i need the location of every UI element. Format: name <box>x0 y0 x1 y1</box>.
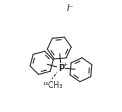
Text: ¹³CH₃: ¹³CH₃ <box>43 81 63 90</box>
Text: +: + <box>62 62 67 67</box>
Text: I⁻: I⁻ <box>66 3 74 13</box>
Text: P: P <box>58 64 64 72</box>
